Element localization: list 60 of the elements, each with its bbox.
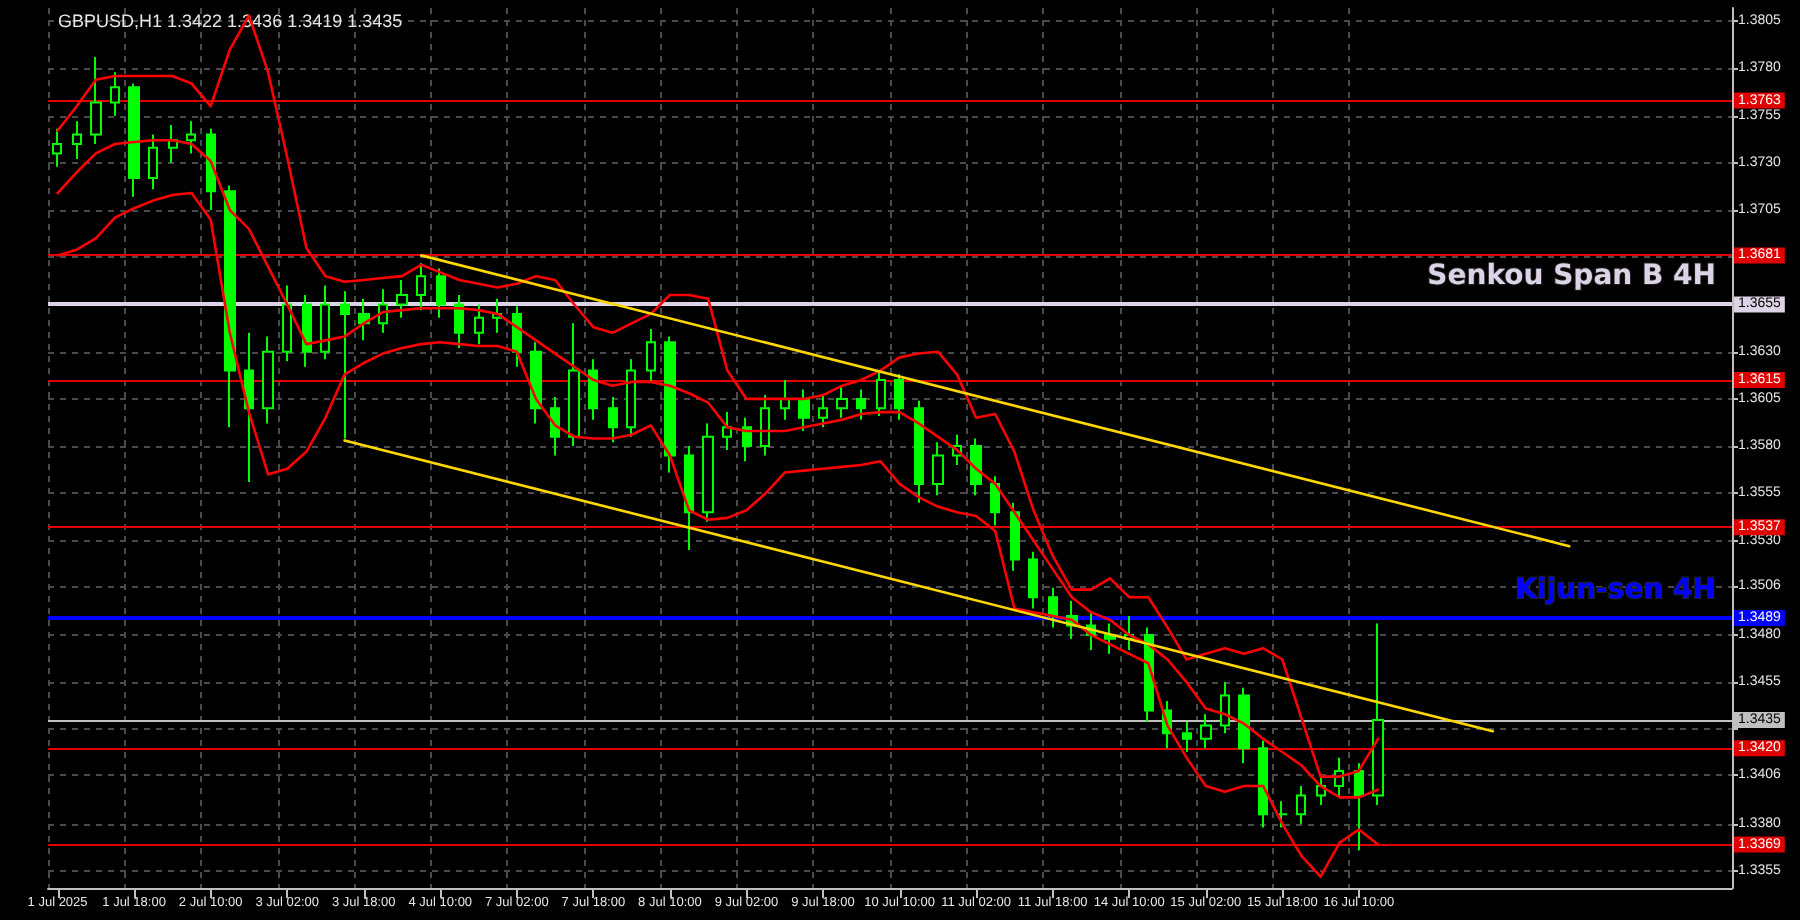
candlestick xyxy=(608,396,618,444)
line-series xyxy=(56,191,1380,878)
candlestick xyxy=(474,303,484,346)
candlestick xyxy=(128,82,140,198)
candlestick xyxy=(262,335,274,425)
annotation: Senkou Span B 4H xyxy=(1427,260,1716,293)
candlestick xyxy=(836,384,848,419)
candlestick xyxy=(798,388,810,432)
candlestick xyxy=(1010,501,1020,572)
candlestick xyxy=(530,341,542,425)
candlestick xyxy=(722,411,732,451)
candlestick xyxy=(454,294,464,349)
candlestick xyxy=(1354,762,1364,852)
candlestick xyxy=(90,56,102,145)
candlestick xyxy=(550,396,560,457)
candlestick xyxy=(396,278,408,319)
candlestick xyxy=(206,127,216,212)
candlestick xyxy=(588,358,598,421)
candlestick xyxy=(1200,713,1212,750)
candlestick xyxy=(684,445,694,551)
candlestick xyxy=(340,290,350,440)
candlestick xyxy=(110,71,120,117)
candlestick xyxy=(568,322,580,448)
candlestick xyxy=(224,184,236,429)
candlestick xyxy=(1278,800,1288,829)
candlestick xyxy=(990,475,1000,527)
candlestick xyxy=(932,441,944,497)
candlestick xyxy=(626,358,636,438)
candlestick xyxy=(52,127,62,168)
candlestick xyxy=(856,388,866,421)
candlestick xyxy=(780,379,790,421)
candlestick xyxy=(1182,720,1192,754)
candlestick xyxy=(1372,622,1384,806)
annotation: Kijun-sen 4H xyxy=(1515,573,1716,606)
candlestick xyxy=(1220,681,1230,735)
candlestick xyxy=(282,284,292,363)
candlestick xyxy=(894,373,904,421)
candlestick xyxy=(1238,686,1250,765)
candlestick xyxy=(702,422,714,523)
candlestick xyxy=(760,394,770,457)
candlestick xyxy=(970,437,982,497)
candlestick xyxy=(72,120,82,161)
candlestick xyxy=(1028,550,1038,610)
candlestick xyxy=(1258,739,1268,829)
candlestick xyxy=(416,261,426,312)
candlestick xyxy=(320,284,330,361)
candlestick xyxy=(186,120,196,155)
candlestick xyxy=(244,331,254,483)
candlestick xyxy=(742,416,752,463)
candlestick xyxy=(148,133,158,191)
candlestick xyxy=(914,399,924,504)
candlestick xyxy=(818,394,828,429)
candlestick xyxy=(436,267,446,319)
candlestick xyxy=(1104,622,1116,655)
candlestick xyxy=(664,335,676,474)
candlestick xyxy=(876,369,886,417)
candlestick xyxy=(1296,785,1306,825)
candlestick xyxy=(302,294,312,368)
candlestick xyxy=(1048,586,1058,629)
candlestick xyxy=(646,328,656,383)
